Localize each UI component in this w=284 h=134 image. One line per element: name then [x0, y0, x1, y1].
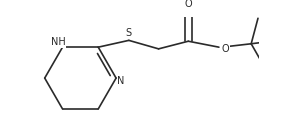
Text: O: O: [185, 0, 192, 9]
Text: S: S: [126, 28, 132, 38]
Text: NH: NH: [51, 37, 66, 47]
Text: O: O: [222, 44, 229, 54]
Text: N: N: [118, 77, 125, 86]
